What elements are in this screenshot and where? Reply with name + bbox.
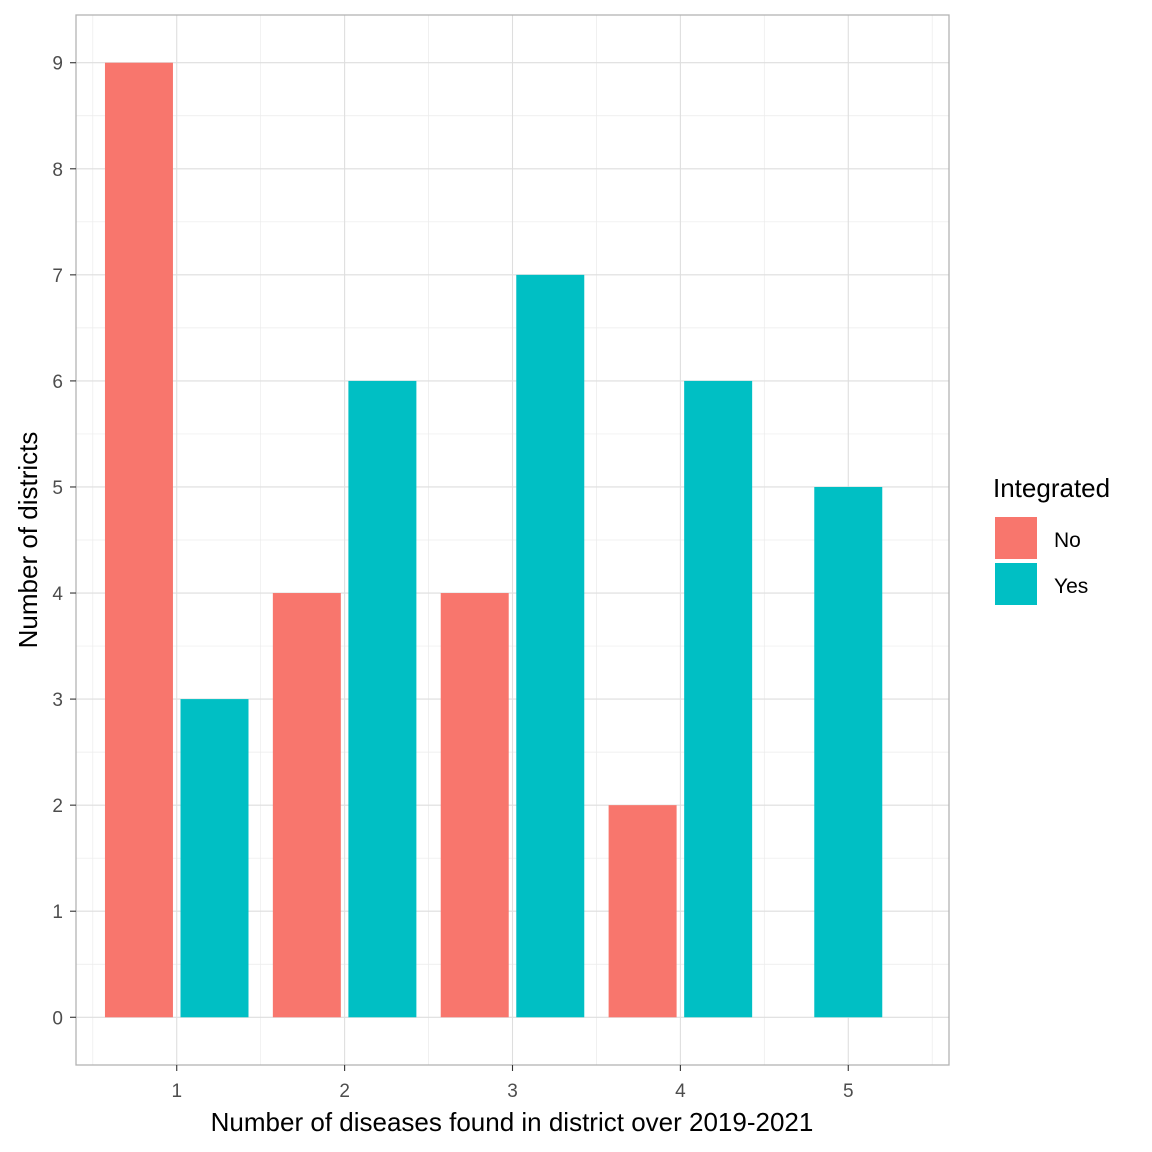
y-tick-label: 4 xyxy=(52,584,63,605)
bars xyxy=(104,62,883,1018)
bar-no-1 xyxy=(104,62,173,1018)
legend-key-no xyxy=(995,517,1037,559)
y-axis-title: Number of districts xyxy=(13,432,43,649)
y-tick-label: 7 xyxy=(52,266,63,287)
bar-no-2 xyxy=(272,593,341,1018)
bar-yes-2 xyxy=(348,380,417,1018)
x-tick-label: 2 xyxy=(339,1081,350,1102)
x-tick-label: 4 xyxy=(675,1081,686,1102)
bar-yes-3 xyxy=(516,274,585,1018)
y-tick-label: 6 xyxy=(52,372,63,393)
y-tick-label: 2 xyxy=(52,796,63,817)
legend-label-no: No xyxy=(1054,529,1081,552)
x-tick-label: 1 xyxy=(171,1081,182,1102)
bar-yes-4 xyxy=(684,380,753,1018)
y-tick-label: 1 xyxy=(52,902,63,923)
legend: Integrated No Yes xyxy=(993,473,1110,605)
bar-yes-5 xyxy=(814,486,883,1018)
y-tick-label: 5 xyxy=(52,478,63,499)
bar-yes-1 xyxy=(180,699,249,1018)
legend-label-yes: Yes xyxy=(1054,575,1088,598)
legend-items: No Yes xyxy=(995,517,1088,605)
bar-no-3 xyxy=(440,593,509,1018)
bar-no-4 xyxy=(608,805,677,1018)
legend-title: Integrated xyxy=(993,473,1110,503)
y-tick-label: 9 xyxy=(52,54,63,75)
y-tick-label: 0 xyxy=(52,1008,63,1029)
x-tick-label: 3 xyxy=(507,1081,518,1102)
x-axis: 1 2 3 4 5 xyxy=(171,1065,854,1102)
legend-key-yes xyxy=(995,563,1037,605)
y-axis: 0 1 2 3 4 5 6 7 8 9 xyxy=(52,54,76,1029)
x-axis-title: Number of diseases found in district ove… xyxy=(211,1107,814,1137)
y-tick-label: 8 xyxy=(52,160,63,181)
x-tick-label: 5 xyxy=(843,1081,854,1102)
y-tick-label: 3 xyxy=(52,690,63,711)
